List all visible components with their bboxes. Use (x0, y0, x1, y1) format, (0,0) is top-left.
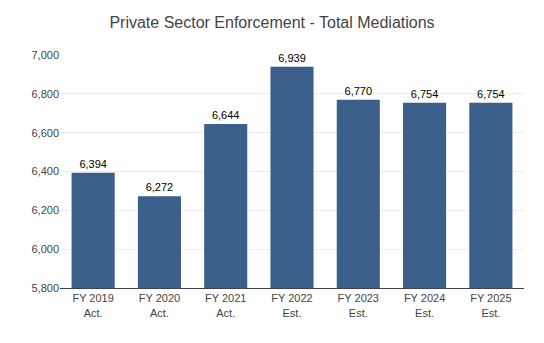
svg-text:6,770: 6,770 (345, 85, 373, 97)
svg-text:FY 2022Est.: FY 2022Est. (271, 292, 312, 318)
svg-text:6,272: 6,272 (146, 181, 174, 193)
svg-text:6,754: 6,754 (411, 88, 439, 100)
svg-text:FY 2025Est.: FY 2025Est. (470, 292, 511, 318)
svg-text:5,800: 5,800 (31, 282, 59, 294)
svg-text:6,800: 6,800 (31, 88, 59, 100)
svg-text:FY 2019Act.: FY 2019Act. (72, 292, 113, 318)
svg-text:FY 2023Est.: FY 2023Est. (338, 292, 379, 318)
svg-text:6,644: 6,644 (212, 109, 240, 121)
svg-text:6,394: 6,394 (79, 158, 107, 170)
svg-text:6,939: 6,939 (278, 52, 306, 64)
svg-text:6,600: 6,600 (31, 127, 59, 139)
svg-text:7,000: 7,000 (31, 49, 59, 61)
svg-text:6,000: 6,000 (31, 243, 59, 255)
svg-text:FY 2021Act.: FY 2021Act. (205, 292, 246, 318)
svg-text:6,754: 6,754 (477, 88, 505, 100)
svg-text:6,400: 6,400 (31, 165, 59, 177)
svg-text:FY 2024Est.: FY 2024Est. (404, 292, 445, 318)
svg-text:FY 2020Act.: FY 2020Act. (139, 292, 180, 318)
svg-text:Private Sector Enforcement - T: Private Sector Enforcement - Total Media… (109, 14, 434, 31)
svg-text:6,200: 6,200 (31, 204, 59, 216)
